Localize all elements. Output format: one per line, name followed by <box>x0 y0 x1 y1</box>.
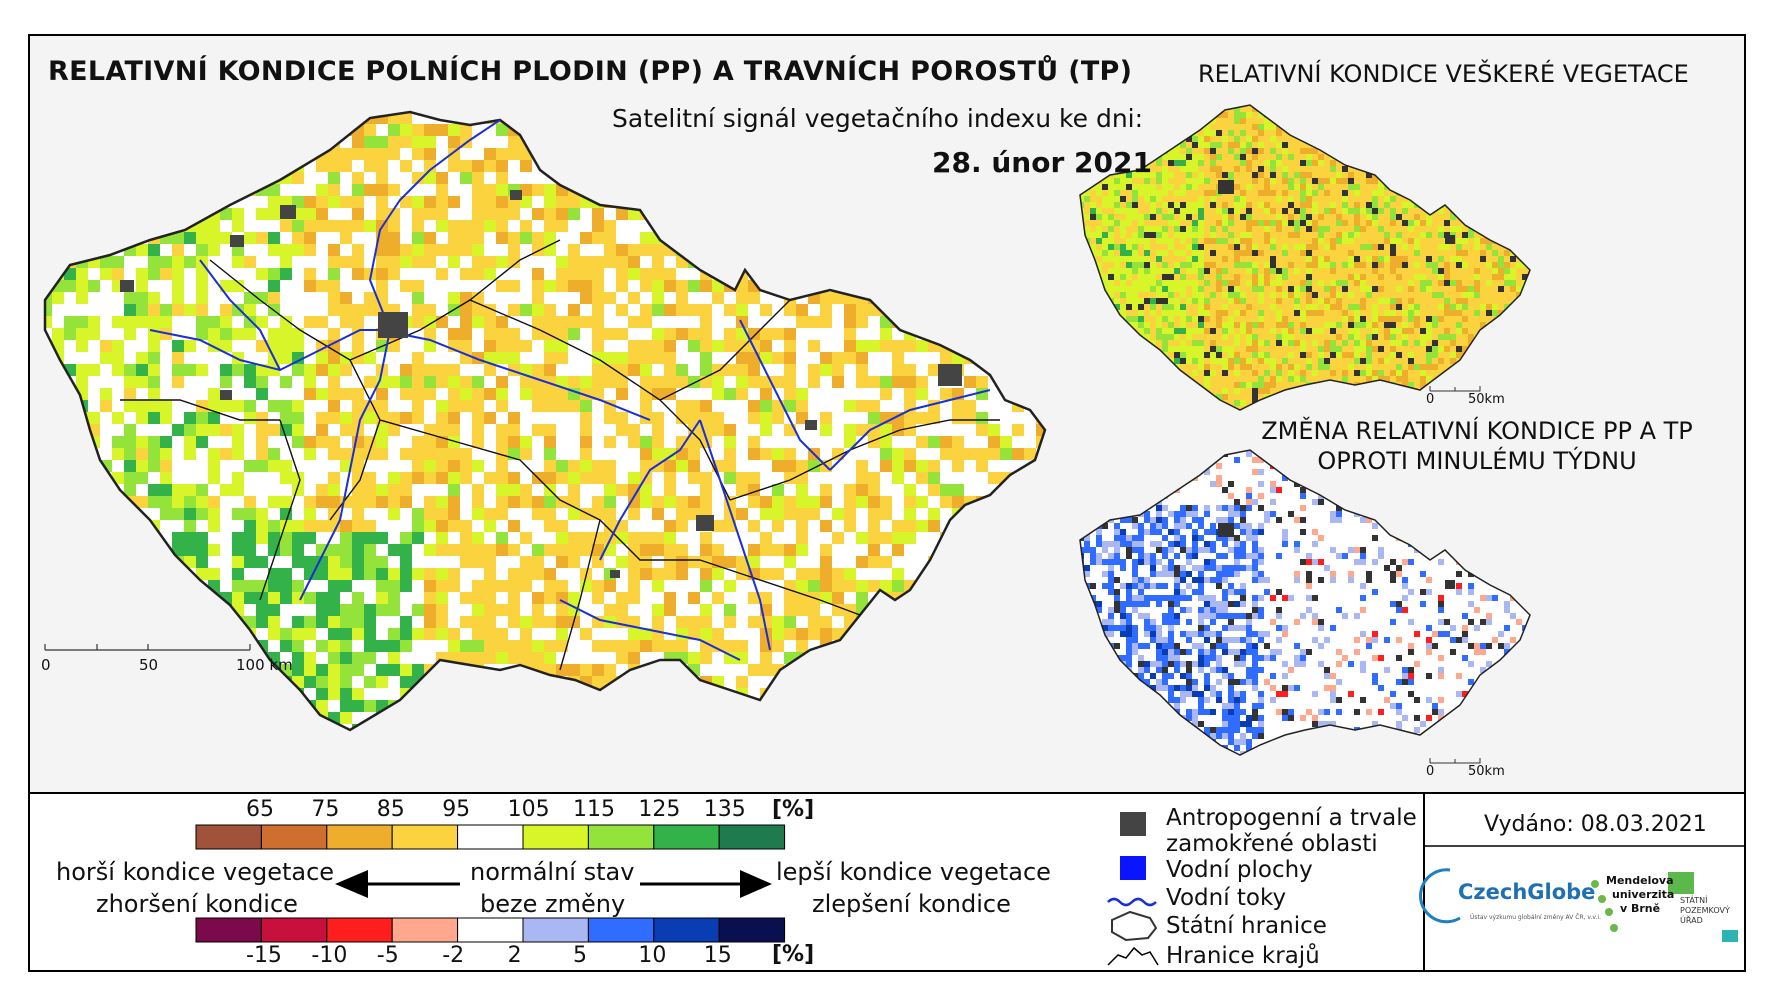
spu-logo <box>1668 872 1738 942</box>
mendel-line2: univerzita <box>1612 888 1675 901</box>
changeTicks-tick-7: 15 <box>703 943 732 968</box>
better-change-label: zlepšení kondice <box>812 890 1011 918</box>
mendel-line1: Mendelova <box>1606 874 1674 887</box>
condBar-swatch-6 <box>587 824 655 850</box>
change-unit: [%] <box>772 942 815 967</box>
condTicks-tick-0: 65 <box>246 797 274 822</box>
change-color-bar <box>195 917 786 943</box>
condTicks-tick-1: 75 <box>311 797 340 822</box>
czechglobe-subtext: Ústav výzkumu globální změny AV ČR, v.v.… <box>1470 914 1601 921</box>
condTicks-tick-6: 125 <box>638 797 681 822</box>
changeBar-swatch-8 <box>718 917 786 943</box>
condBar-swatch-1 <box>260 824 328 850</box>
anthropogenic-line2: zamokřené oblasti <box>1166 831 1378 857</box>
spu-line2: POZEMKOVÝ <box>1680 906 1730 915</box>
inset1-scale-end: 50km <box>1468 392 1505 407</box>
inset-anthropogenic-areas <box>1218 180 1455 589</box>
changeBar-swatch-4 <box>457 917 524 943</box>
scale-end: 100 km <box>236 656 293 674</box>
condition-color-bar <box>195 824 786 850</box>
anthropogenic-label: Antropogenní a trvale zamokřené oblasti <box>1166 805 1417 857</box>
changeTicks-tick-3: -2 <box>442 943 465 968</box>
worse-change-label: zhoršení kondice <box>96 890 298 918</box>
region-border-label: Hranice krajů <box>1166 943 1320 969</box>
anthropogenic-line1: Antropogenní a trvale <box>1166 805 1417 831</box>
worse-condition-label: horší kondice vegetace <box>56 858 335 886</box>
legend-arrows <box>335 870 772 898</box>
main-anthropogenic-areas <box>120 190 962 578</box>
mendel-text: Mendelova univerzita v Brně <box>1606 874 1674 916</box>
changeTicks-tick-1: -10 <box>311 943 348 968</box>
condBar-swatch-3 <box>391 824 459 850</box>
inset1-scale-zero: 0 <box>1426 392 1435 407</box>
spu-line3: ÚŘAD <box>1680 916 1703 925</box>
river-swatch <box>1107 897 1157 907</box>
condTicks-tick-5: 115 <box>573 797 615 822</box>
scale-mid: 50 <box>139 656 159 674</box>
subtitle: Satelitní signál vegetačního indexu ke d… <box>612 104 1144 133</box>
water-swatch <box>1120 856 1146 880</box>
normal-change-label: beze změny <box>480 890 626 918</box>
changeBar-swatch-6 <box>587 917 655 943</box>
normal-condition-label: normální stav <box>470 858 635 886</box>
vegetation-inset-title: RELATIVNÍ KONDICE VEŠKERÉ VEGETACE <box>1198 60 1689 88</box>
mendel-line3: v Brně <box>1620 902 1661 915</box>
page-title: RELATIVNÍ KONDICE POLNÍCH PLODIN (PP) A … <box>48 56 1133 87</box>
changeTicks-tick-6: 10 <box>638 943 667 968</box>
main-region-borders <box>120 239 1000 671</box>
changeBar-swatch-5 <box>522 917 589 943</box>
condTicks-tick-7: 135 <box>703 797 746 822</box>
condBar-swatch-5 <box>522 824 589 850</box>
changeTicks-tick-4: 2 <box>507 943 522 968</box>
condTicks-tick-2: 85 <box>376 797 405 822</box>
changeBar-swatch-2 <box>326 917 393 943</box>
condBar-swatch-2 <box>326 824 393 850</box>
mendel-logo <box>1591 880 1618 932</box>
date-label: 28. únor 2021 <box>932 146 1152 179</box>
condTicks-tick-4: 105 <box>507 797 550 822</box>
changeTicks-tick-5: 5 <box>573 943 587 968</box>
czechglobe-logo <box>1419 868 1461 924</box>
issued-date: Vydáno: 08.03.2021 <box>1484 812 1707 837</box>
condTicks-tick-3: 95 <box>442 797 471 822</box>
change-inset-title: ZMĚNA RELATIVNÍ KONDICE PP A TP OPROTI M… <box>1222 416 1732 476</box>
inset2-scale-zero: 0 <box>1426 764 1435 779</box>
condBar-swatch-4 <box>457 824 524 850</box>
changeTicks-tick-0: -15 <box>246 943 282 968</box>
river-label: Vodní toky <box>1166 885 1287 911</box>
condBar-swatch-7 <box>653 824 720 850</box>
state-border-label: Státní hranice <box>1166 913 1327 939</box>
spu-text: STÁTNÍ POZEMKOVÝ ÚŘAD <box>1680 896 1730 926</box>
changeBar-swatch-1 <box>260 917 328 943</box>
changeTicks-tick-2: -5 <box>376 943 399 968</box>
changeBar-swatch-3 <box>391 917 459 943</box>
condBar-swatch-0 <box>195 824 262 850</box>
main-scale-bar <box>44 644 251 651</box>
better-condition-label: lepší kondice vegetace <box>776 858 1051 886</box>
inset2-scale-end: 50km <box>1468 764 1505 779</box>
changeBar-swatch-7 <box>653 917 720 943</box>
water-label: Vodní plochy <box>1166 857 1313 883</box>
anthropogenic-swatch <box>1120 812 1146 836</box>
main-condition-map <box>45 112 1045 730</box>
change-inset-map <box>1080 450 1530 755</box>
scale-zero: 0 <box>41 656 51 674</box>
spu-line1: STÁTNÍ <box>1680 896 1708 905</box>
condBar-swatch-8 <box>718 824 786 850</box>
inset-scale-bars <box>1429 386 1481 764</box>
condition-unit: [%] <box>772 797 815 822</box>
region-border-swatch <box>1107 946 1159 966</box>
state-border-swatch <box>1111 910 1158 942</box>
change-title-line2: OPROTI MINULÉMU TÝDNU <box>1317 447 1637 475</box>
czechglobe-text: CzechGlobe <box>1458 880 1596 904</box>
changeBar-swatch-0 <box>195 917 262 943</box>
change-title-line1: ZMĚNA RELATIVNÍ KONDICE PP A TP <box>1261 417 1693 445</box>
